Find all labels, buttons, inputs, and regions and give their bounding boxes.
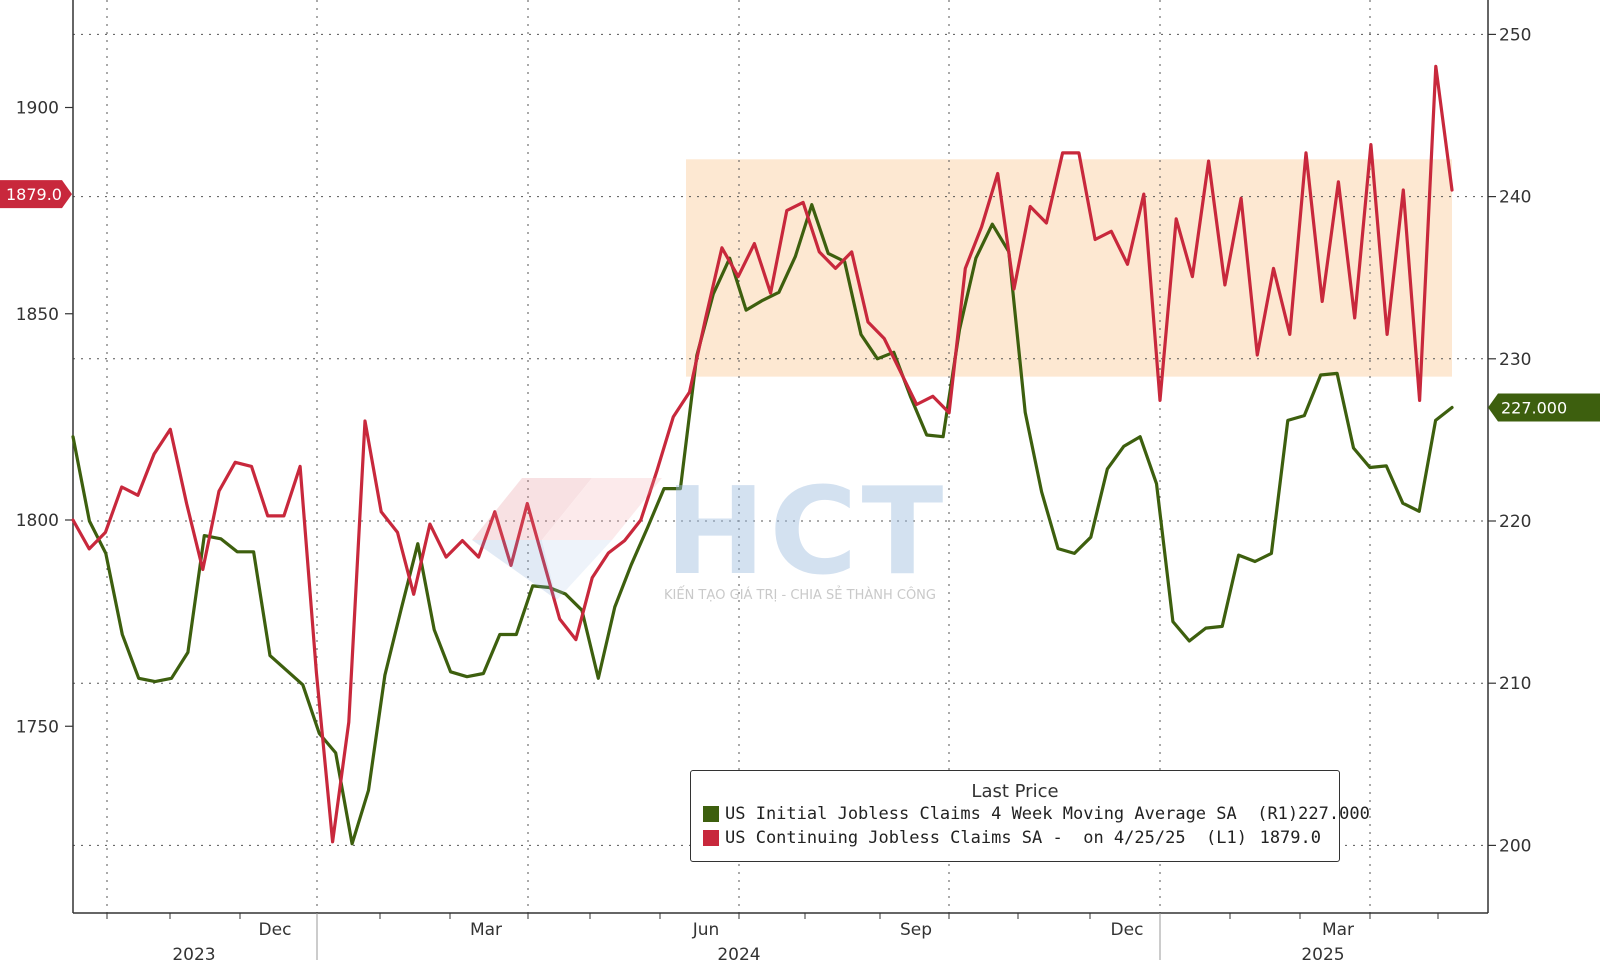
highlight-band-layer	[686, 159, 1452, 377]
right-tick-label: 230	[1499, 350, 1531, 370]
year-label: 2025	[1301, 945, 1344, 965]
legend-title: Last Price	[971, 781, 1059, 802]
series-line-initial-claims	[71, 203, 1454, 846]
axes	[65, 0, 1496, 960]
left-tick-label: 1850	[16, 305, 59, 325]
legend-swatch-green	[703, 806, 719, 822]
left-last-value-text: 1879.0	[6, 185, 62, 204]
year-label: 2024	[717, 945, 760, 965]
legend-swatch-red	[703, 830, 719, 846]
watermark-tagline: KIẾN TẠO GIÁ TRỊ - CHIA SẺ THÀNH CÔNG	[664, 588, 936, 603]
legend: Last Price US Initial Jobless Claims 4 W…	[690, 770, 1370, 862]
x-tick-label: Mar	[470, 920, 502, 940]
right-tick-label: 250	[1499, 25, 1531, 45]
right-tick-label: 220	[1499, 512, 1531, 532]
right-tick-label: 210	[1499, 674, 1531, 694]
x-tick-label: Sep	[900, 920, 932, 940]
right-last-value-badge	[1488, 393, 1600, 422]
right-tick-label: 240	[1499, 188, 1531, 208]
left-last-value-badge	[0, 180, 72, 209]
legend-label: US Initial Jobless Claims 4 Week Moving …	[725, 804, 1299, 824]
year-label: 2023	[172, 945, 215, 965]
x-tick-label: Dec	[1111, 920, 1144, 940]
series-line-continuing-claims	[71, 64, 1454, 844]
left-tick-label: 1900	[16, 99, 59, 119]
series-lines	[71, 64, 1454, 846]
gridlines	[73, 0, 1488, 913]
legend-label: US Continuing Jobless Claims SA - on 4/2…	[725, 828, 1247, 848]
left-tick-label: 1800	[16, 511, 59, 531]
left-tick-label: 1750	[16, 717, 59, 737]
x-tick-label: Jun	[692, 920, 720, 940]
x-tick-label: Dec	[259, 920, 292, 940]
last-value-badges: 1879.0 227.000	[0, 180, 1600, 422]
tick-labels: 1750 1800 1850 1900 200 210 220 230 240 250 Dec Mar…	[16, 25, 1532, 965]
legend-value: 227.000	[1298, 804, 1370, 824]
legend-value: 1879.0	[1259, 828, 1321, 848]
x-tick-label: Mar	[1322, 920, 1354, 940]
highlight-band	[686, 159, 1452, 377]
legend-row-initial-claims: US Initial Jobless Claims 4 Week Moving …	[703, 802, 1370, 826]
watermark-logo-text: HCT	[665, 463, 948, 602]
legend-row-continuing-claims: US Continuing Jobless Claims SA - on 4/2…	[703, 826, 1339, 850]
hct-logo-icon	[472, 478, 662, 600]
right-tick-label: 200	[1499, 836, 1531, 856]
right-last-value-text: 227.000	[1501, 398, 1567, 417]
